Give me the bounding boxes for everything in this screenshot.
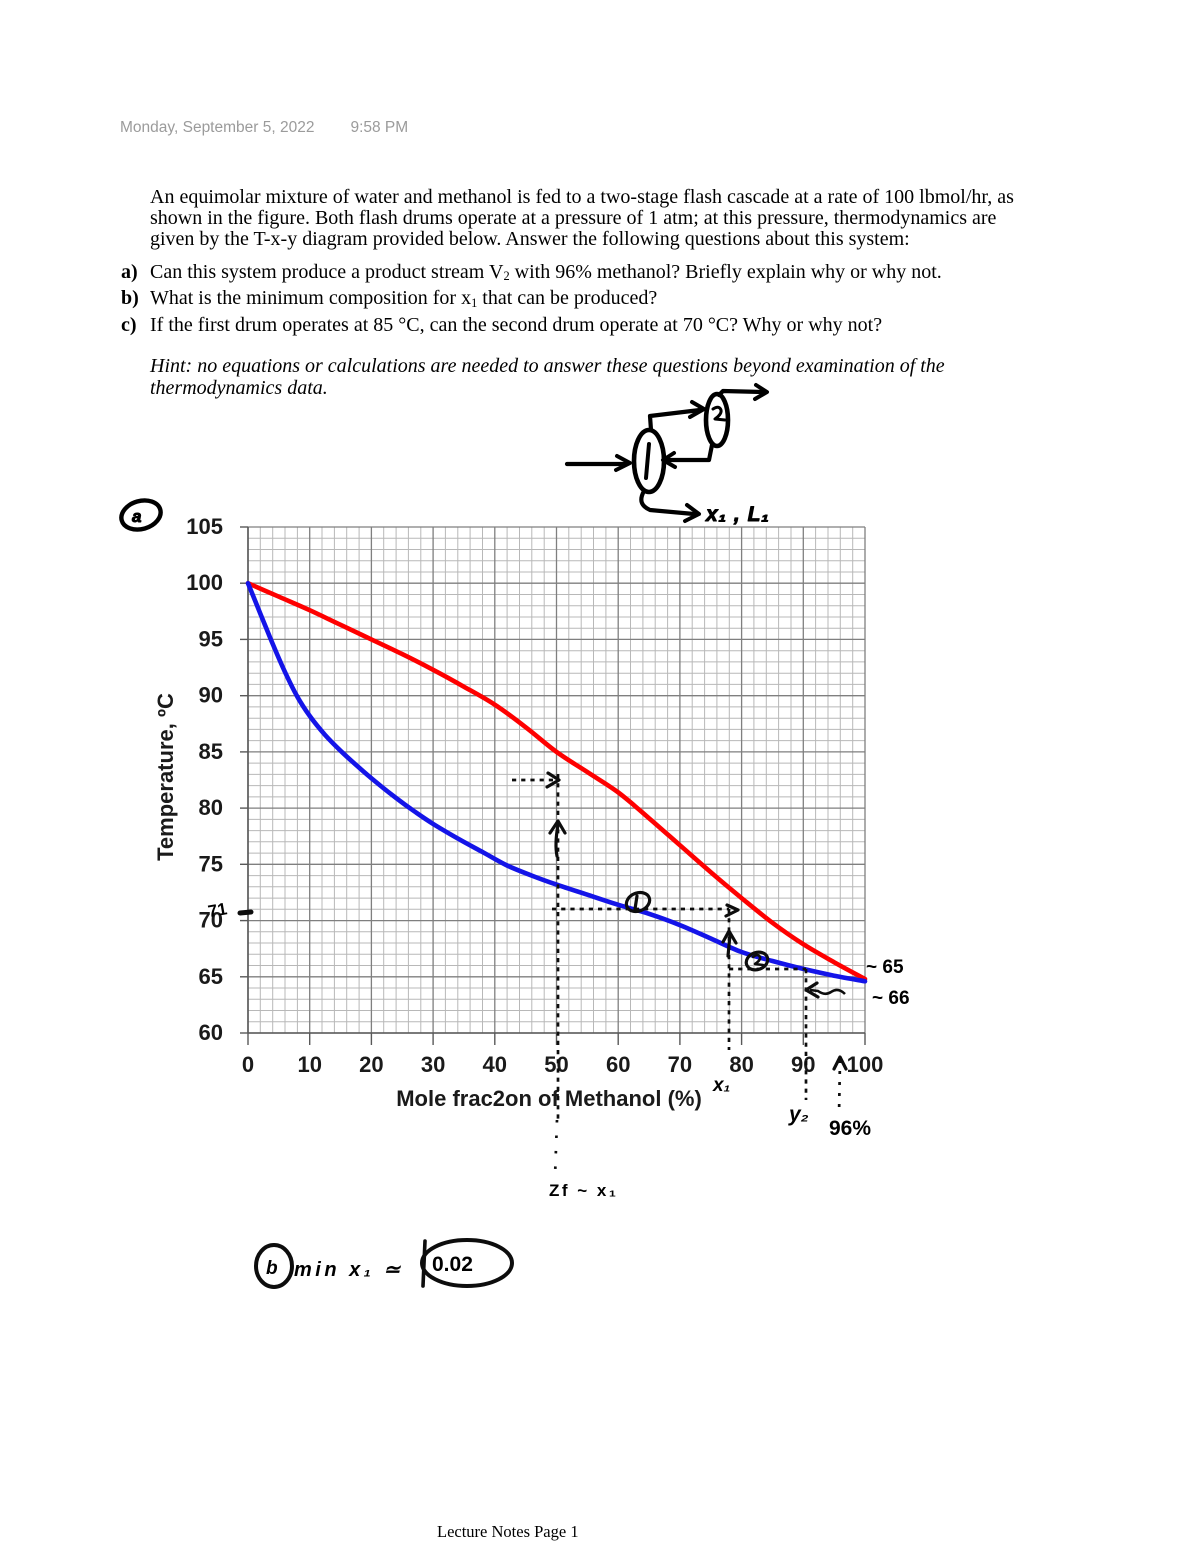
svg-text:70: 70 (668, 1052, 692, 1077)
svg-text:50: 50 (544, 1052, 568, 1077)
svg-text:90: 90 (791, 1052, 815, 1077)
svg-text:Zf ~ x₁: Zf ~ x₁ (549, 1181, 618, 1200)
svg-text:85: 85 (199, 739, 223, 764)
svg-text:40: 40 (483, 1052, 507, 1077)
svg-text:71: 71 (207, 899, 229, 921)
svg-text:30: 30 (421, 1052, 445, 1077)
svg-text:95: 95 (199, 626, 223, 651)
svg-text:10: 10 (297, 1052, 321, 1077)
svg-text:x₁: x₁ (712, 1075, 730, 1096)
svg-text:60: 60 (199, 1020, 223, 1045)
svg-text:100: 100 (186, 570, 223, 595)
svg-text:0.02: 0.02 (432, 1253, 473, 1276)
svg-text:0: 0 (242, 1052, 254, 1077)
svg-text:100: 100 (847, 1052, 884, 1077)
svg-text:80: 80 (199, 795, 223, 820)
svg-text:80: 80 (729, 1052, 753, 1077)
svg-text:105: 105 (186, 514, 223, 539)
svg-text:x₁ , L₁: x₁ , L₁ (705, 503, 770, 526)
svg-text:75: 75 (199, 851, 223, 876)
svg-text:60: 60 (606, 1052, 630, 1077)
svg-text:min x₁ ≃: min x₁ ≃ (294, 1259, 404, 1281)
svg-text:20: 20 (359, 1052, 383, 1077)
svg-text:~ 66: ~ 66 (872, 988, 910, 1009)
svg-text:96%: 96% (829, 1117, 871, 1140)
svg-text:65: 65 (199, 964, 223, 989)
svg-text:Mole frac2on of Methanol (%): Mole frac2on of Methanol (%) (396, 1086, 702, 1111)
svg-text:~ 65: ~ 65 (866, 957, 904, 978)
svg-text:70: 70 (199, 908, 223, 933)
svg-text:b: b (266, 1258, 278, 1279)
svg-text:y₂: y₂ (788, 1103, 809, 1126)
svg-text:90: 90 (199, 683, 223, 708)
svg-text:a: a (132, 507, 141, 526)
svg-text:Temperature, ºC: Temperature, ºC (153, 693, 178, 861)
